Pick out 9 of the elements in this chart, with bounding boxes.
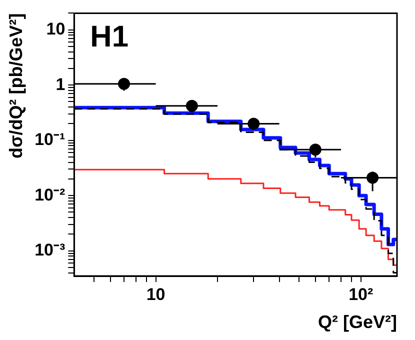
x-tick-label: 10² xyxy=(348,284,374,304)
y-tick-label: 10 xyxy=(46,20,66,39)
y-tick-label: 10⁻¹ xyxy=(34,130,66,150)
y-tick-label: 1 xyxy=(56,74,66,94)
x-axis-title: Q² [GeV²] xyxy=(318,312,397,332)
y-axis-title: dσ/dQ² [pb/GeV²] xyxy=(6,13,26,158)
y-tick-label: 10⁻² xyxy=(34,185,66,204)
y-tick-label: 10⁻³ xyxy=(34,240,66,260)
annotation: H1 xyxy=(90,20,129,54)
